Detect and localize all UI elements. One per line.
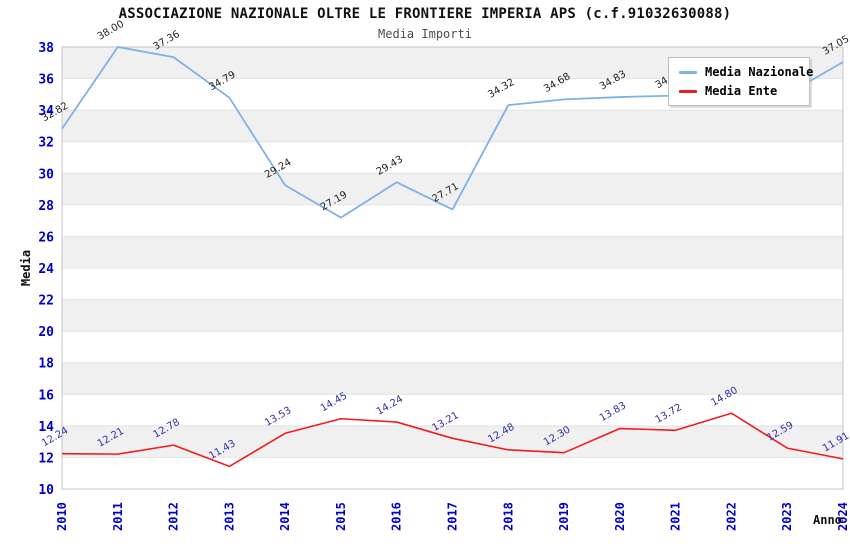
plot-band xyxy=(62,362,843,395)
y-tick-label: 28 xyxy=(38,199,54,214)
x-tick-label: 2010 xyxy=(55,502,69,531)
x-tick-label: 2021 xyxy=(669,502,683,531)
plot-band xyxy=(62,173,843,205)
plot-band xyxy=(62,110,843,142)
x-tick-label: 2024 xyxy=(836,502,850,531)
x-tick-label: 2011 xyxy=(111,502,125,531)
x-tick-label: 2023 xyxy=(780,502,794,531)
y-axis-title: Media xyxy=(19,250,33,286)
legend-label-media-ente: Media Ente xyxy=(705,84,778,98)
y-tick-label: 38 xyxy=(38,41,54,56)
x-tick-label: 2022 xyxy=(724,502,738,531)
line-swatch-blue xyxy=(679,70,697,74)
line-swatch-red xyxy=(679,89,697,93)
point-label: 13.53 xyxy=(263,405,293,429)
point-label: 34.32 xyxy=(486,77,516,101)
y-tick-label: 10 xyxy=(38,483,54,498)
x-tick-label: 2015 xyxy=(334,502,348,531)
y-tick-label: 36 xyxy=(38,73,54,88)
chart-subtitle: Media Importi xyxy=(378,27,472,41)
y-tick-label: 34 xyxy=(38,104,54,119)
plot-band xyxy=(62,299,843,332)
y-tick-label: 26 xyxy=(38,230,54,245)
x-tick-label: 2017 xyxy=(446,502,460,531)
point-label: 13.83 xyxy=(598,400,628,424)
legend-label-media-nazionale: Media Nazionale xyxy=(705,65,814,79)
x-tick-label: 2016 xyxy=(390,502,404,531)
y-tick-label: 22 xyxy=(38,294,54,309)
y-tick-label: 20 xyxy=(38,325,54,340)
x-tick-label: 2019 xyxy=(557,502,571,531)
y-tick-label: 12 xyxy=(38,451,54,466)
plot-band xyxy=(62,425,843,458)
y-tick-label: 16 xyxy=(38,388,54,403)
legend-item-media-nazionale: Media Nazionale xyxy=(669,65,813,79)
x-tick-label: 2012 xyxy=(167,502,181,531)
y-tick-label: 24 xyxy=(38,262,54,277)
point-label: 14.24 xyxy=(375,394,405,418)
legend: Media Nazionale Media Ente xyxy=(668,57,813,106)
x-tick-label: 2020 xyxy=(613,502,627,531)
y-tick-label: 14 xyxy=(38,420,54,435)
x-axis-title: Anno xyxy=(813,513,842,527)
plot-band xyxy=(62,236,843,268)
series-line-ente xyxy=(61,412,844,468)
x-tick-label: 2013 xyxy=(222,502,236,531)
y-tick-label: 30 xyxy=(38,167,54,182)
y-tick-label: 18 xyxy=(38,357,54,372)
point-label: 13.72 xyxy=(654,402,684,426)
x-tick-label: 2014 xyxy=(278,502,292,531)
legend-item-media-ente: Media Ente xyxy=(669,84,809,98)
chart-title: ASSOCIAZIONE NAZIONALE OLTRE LE FRONTIER… xyxy=(118,6,732,22)
y-tick-label: 32 xyxy=(38,136,54,151)
plot-border xyxy=(61,46,844,490)
x-tick-label: 2018 xyxy=(501,502,515,531)
